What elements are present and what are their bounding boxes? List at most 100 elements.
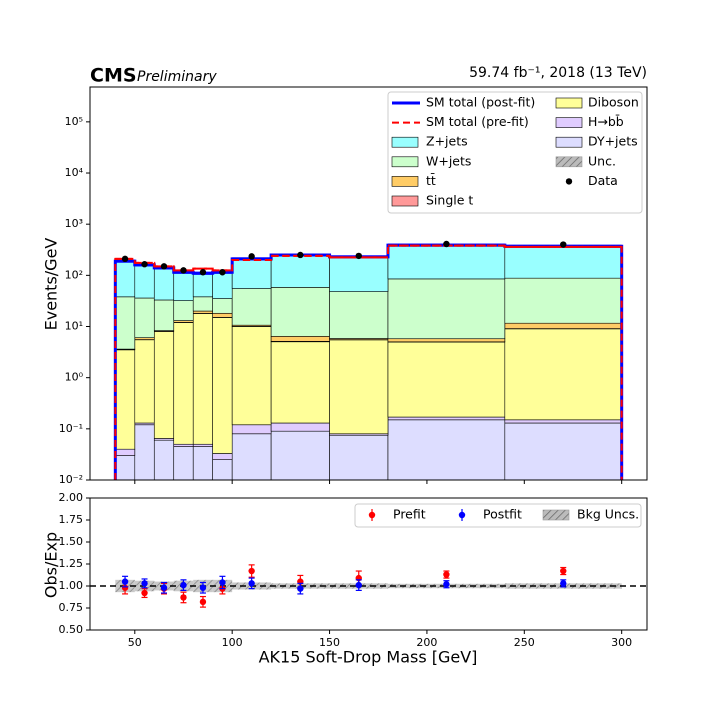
data-point — [219, 269, 226, 276]
stack-segment — [192, 313, 213, 445]
stack-segment — [329, 339, 389, 435]
ratio-point — [141, 589, 148, 597]
stack-segment — [231, 424, 272, 435]
ratio-point — [248, 580, 255, 587]
ratio-point — [219, 579, 226, 586]
stack-segment — [173, 443, 194, 447]
stack-segment — [270, 430, 330, 481]
legend-label: W+jets — [426, 153, 471, 168]
data-point — [141, 261, 148, 268]
y-tick-label: 10⁰ — [65, 371, 84, 384]
stack-segment — [270, 287, 330, 337]
y-tick-label: 10⁵ — [65, 115, 83, 128]
y-tick-label: 10⁻¹ — [59, 422, 83, 435]
data-point — [560, 241, 567, 248]
ratio-point — [180, 594, 187, 601]
data-point — [443, 240, 450, 248]
cms-label: CMS — [90, 65, 137, 87]
ratio-point — [355, 581, 362, 589]
stack-segment — [231, 326, 272, 426]
stack-segment — [212, 312, 233, 318]
ratio-y-tick-label: 1.25 — [59, 557, 84, 570]
stack-segment — [504, 277, 622, 324]
stack-segment — [329, 256, 389, 292]
y-tick-label: 10¹ — [65, 320, 83, 333]
x-tick-label: 150 — [319, 636, 340, 649]
ratio-legend-box — [354, 503, 642, 528]
stack-segment — [115, 296, 136, 350]
data-point — [121, 255, 129, 263]
stack-segment — [153, 439, 175, 481]
legend-patch — [391, 176, 419, 187]
stack-segment — [387, 338, 506, 343]
ratio-y-tick-label: 0.75 — [59, 601, 84, 614]
legend-label: DY+jets — [588, 134, 638, 149]
stack-segment — [192, 446, 213, 481]
legend-label: Data — [588, 173, 618, 188]
legend-patch — [542, 509, 570, 521]
ratio-point — [560, 580, 567, 587]
ratio-y-tick-label: 0.50 — [59, 623, 84, 636]
ratio-point — [121, 584, 129, 591]
stack-segment — [115, 349, 136, 450]
ratio-point — [180, 581, 187, 589]
stack-segment — [134, 264, 155, 299]
legend-marker — [368, 511, 376, 519]
stack-segment — [212, 298, 233, 314]
ratio-point — [443, 581, 450, 588]
ratio-point — [248, 567, 255, 575]
legend-label: Diboson — [588, 95, 639, 110]
legend-label: H→bb̄ — [588, 114, 624, 129]
stack-segment — [387, 416, 506, 421]
ratio-point — [560, 567, 567, 575]
x-tick-label: 100 — [222, 636, 243, 649]
stack-segment — [504, 322, 622, 329]
stack-segment — [231, 258, 272, 289]
ratio-point — [141, 580, 148, 587]
stack-segment — [212, 453, 233, 460]
legend-patch — [391, 195, 419, 207]
x-tick-label: 300 — [611, 636, 632, 649]
legend-label: tt̄ — [426, 173, 436, 188]
legend-patch — [555, 136, 583, 148]
legend-patch — [391, 156, 419, 168]
ratio-y-tick-label: 2.00 — [59, 491, 84, 504]
stack-segment — [173, 446, 194, 481]
stack-segment — [231, 288, 272, 326]
stack-segment — [387, 244, 506, 280]
y-tick-label: 10³ — [65, 217, 83, 230]
stack-segment — [192, 310, 213, 314]
stack-segment — [212, 459, 233, 481]
legend-label: Unc. — [588, 153, 616, 168]
lumi-label: 59.74 fb⁻¹, 2018 (13 TeV) — [469, 65, 647, 81]
stack-segment — [115, 260, 136, 298]
stack-segment — [134, 339, 155, 424]
y-tick-label: 10⁻² — [59, 473, 83, 486]
legend-marker — [458, 511, 466, 519]
stack-segment — [329, 434, 389, 481]
stack-segment — [134, 297, 155, 338]
legend-label: Bkg Uncs. — [577, 507, 639, 522]
ratio-point — [199, 598, 207, 606]
legend-label: SM total (pre-fit) — [426, 114, 529, 129]
ratio-y-tick-label: 1.00 — [59, 579, 84, 592]
legend-label: Prefit — [393, 507, 426, 522]
legend-label: Postfit — [483, 507, 522, 522]
x-tick-label: 250 — [514, 636, 535, 649]
preliminary-label: Preliminary — [137, 69, 217, 85]
data-point — [160, 263, 168, 270]
stack-segment — [504, 328, 622, 421]
ratio-point — [199, 584, 207, 591]
stack-segment — [173, 271, 194, 301]
stack-segment — [212, 271, 233, 299]
stack-segment — [504, 422, 622, 481]
stack-segment — [153, 331, 175, 439]
stack-segment — [153, 299, 175, 331]
legend-label: Single t — [426, 193, 473, 208]
stack-segment — [231, 433, 272, 481]
x-axis-label: AK15 Soft-Drop Mass [GeV] — [259, 648, 478, 667]
ratio-y-axis-label: Obs/Exp — [42, 532, 61, 598]
plot-frame — [89, 86, 648, 481]
stack-segment — [329, 291, 389, 339]
legend-label: SM total (post-fit) — [426, 95, 535, 110]
